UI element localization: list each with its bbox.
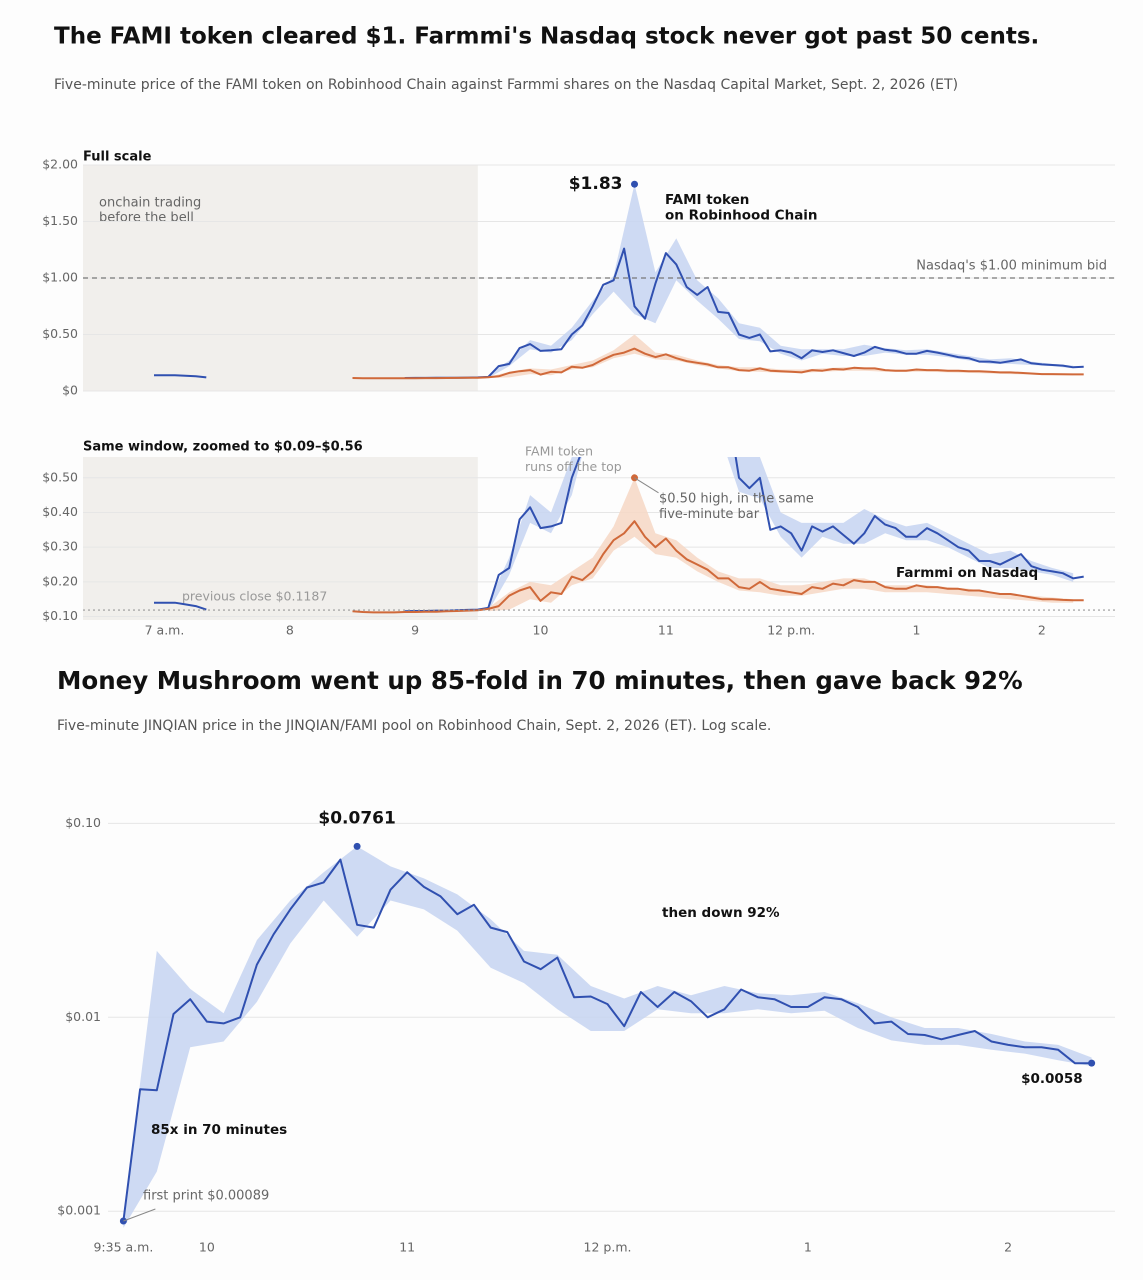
annotation: $1.83 (569, 174, 623, 194)
range-band (123, 846, 1092, 1228)
plot-area (122, 846, 1092, 1228)
price-line (154, 247, 1084, 379)
range-band (488, 334, 1074, 378)
range-band (488, 184, 1074, 378)
y-tick-label: $0.40 (42, 504, 78, 519)
x-tick-label: 2 (1038, 623, 1046, 638)
x-tick-label: 2 (1004, 1240, 1012, 1255)
chart-title: Money Mushroom went up 85-fold in 70 min… (57, 666, 1023, 695)
annotation: Nasdaq's $1.00 minimum bid (916, 259, 1107, 274)
y-tick-label: $0.10 (65, 815, 101, 830)
price-line (154, 457, 1084, 613)
price-line (122, 858, 1092, 1222)
leader-line (123, 1208, 156, 1222)
annotation: runs off the top (525, 459, 622, 474)
y-tick-label: $0.20 (42, 573, 78, 588)
y-tick-label: $1.00 (42, 270, 78, 285)
annotation: first print $0.00089 (143, 1189, 269, 1204)
shade-label: onchain trading (99, 196, 201, 211)
y-tick-label: $0.50 (42, 469, 78, 484)
y-tick-label: $0.30 (42, 539, 78, 554)
x-tick-label: 10 (199, 1240, 215, 1255)
y-tick-label: $0.01 (65, 1009, 101, 1024)
range-band (488, 477, 1074, 612)
y-tick-label: $2.00 (42, 157, 78, 172)
x-tick-label: 8 (286, 623, 294, 638)
x-tick-label: 1 (913, 623, 921, 638)
panel-label: Same window, zoomed to $0.09–$0.56 (83, 440, 363, 455)
y-tick-label: $0.50 (42, 326, 78, 341)
chart-title: The FAMI token cleared $1. Farmmi's Nasd… (54, 24, 1039, 50)
x-tick-label: 7 a.m. (145, 623, 185, 638)
price-line (352, 347, 1084, 380)
panel-label: Full scale (83, 150, 152, 165)
annotation: FAMI token (665, 192, 749, 208)
annotation: $0.50 high, in the same (659, 492, 814, 507)
y-tick-label: $1.50 (42, 213, 78, 228)
annotation: FAMI token (525, 444, 593, 459)
annotation: $0.0761 (318, 808, 395, 828)
chart-subtitle: Five-minute price of the FAMI token on R… (54, 77, 958, 93)
annotation: previous close $0.1187 (182, 589, 327, 604)
x-tick-label: 9 (411, 623, 419, 638)
premarket-shade (83, 457, 478, 620)
x-tick-label: 1 (804, 1240, 812, 1255)
y-tick-label: $0.10 (42, 608, 78, 623)
plot-area (154, 184, 1084, 380)
x-tick-label: 11 (399, 1240, 415, 1255)
annotation: five-minute bar (659, 507, 760, 522)
annotation-dot (1088, 1059, 1096, 1067)
shade-label: before the bell (99, 211, 194, 226)
x-tick-label: 12 p.m. (584, 1240, 632, 1255)
annotation: then down 92% (662, 905, 780, 921)
y-tick-label: $0 (62, 383, 78, 398)
x-tick-label: 11 (658, 623, 674, 638)
x-tick-label: 12 p.m. (767, 623, 815, 638)
annotation: $0.0058 (1021, 1071, 1083, 1087)
annotation: on Robinhood Chain (665, 208, 818, 224)
annotation-dot (631, 180, 639, 188)
annotation-dot (353, 842, 361, 850)
x-tick-label: 9:35 a.m. (93, 1240, 153, 1255)
annotation: Farmmi on Nasdaq (896, 565, 1038, 581)
x-tick-label: 10 (533, 623, 549, 638)
range-band (488, 457, 1074, 612)
chart-subtitle: Five-minute JINQIAN price in the JINQIAN… (57, 718, 771, 734)
leader-line (634, 477, 659, 494)
annotation: 85x in 70 minutes (151, 1122, 287, 1138)
y-tick-label: $0.001 (57, 1203, 101, 1218)
